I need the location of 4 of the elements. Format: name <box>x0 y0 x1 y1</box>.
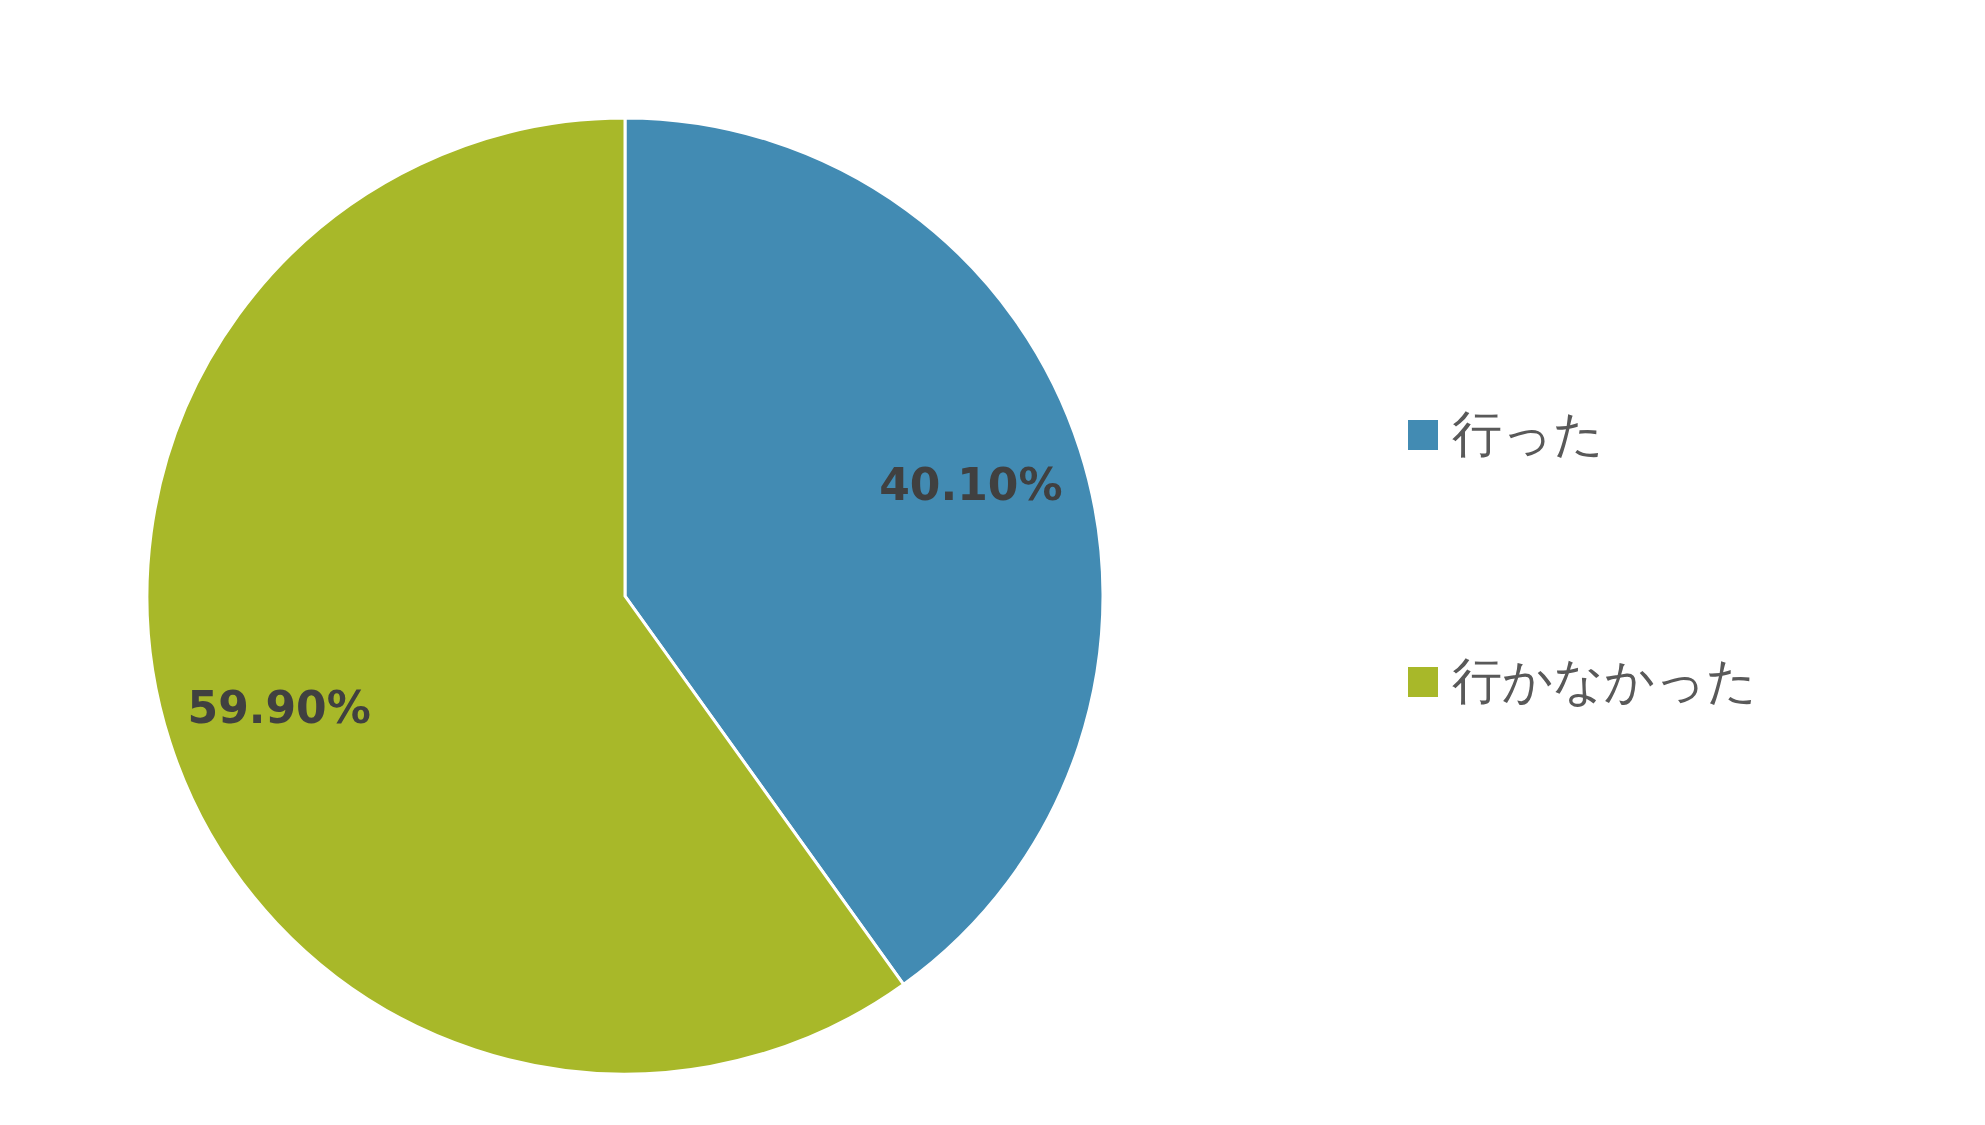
legend-label: 行った <box>1452 404 1604 465</box>
data-label: 40.10% <box>879 459 1063 511</box>
data-label: 59.90% <box>187 681 371 733</box>
legend-label: 行かなかった <box>1452 651 1757 712</box>
